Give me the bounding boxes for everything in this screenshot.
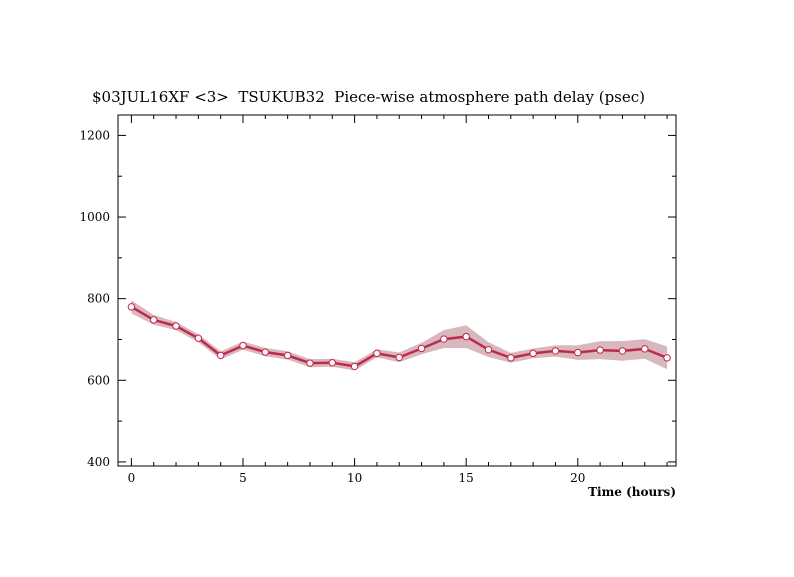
x-tick-label: 5	[239, 471, 247, 485]
data-point	[350, 362, 359, 371]
data-point	[283, 351, 292, 360]
data-point	[172, 322, 180, 330]
y-tick-label: 600	[87, 373, 110, 387]
data-point	[574, 348, 582, 357]
data-point	[440, 335, 448, 343]
data-point	[194, 334, 203, 342]
plot-frame	[117, 114, 677, 467]
tick-layer: 0 5 10 15 20 400 600 800 1000 1200	[79, 115, 676, 485]
data-point	[261, 348, 270, 356]
data-point	[127, 303, 136, 311]
chart-title: $03JUL16XF <3> TSUKUB32 Piece-wise atmos…	[92, 88, 645, 106]
data-point	[306, 359, 314, 367]
data-point	[395, 353, 403, 362]
x-tick-label: 20	[570, 471, 585, 485]
data-point	[618, 347, 627, 355]
data-point	[373, 349, 381, 358]
data-point	[551, 347, 560, 355]
data-point	[239, 341, 247, 350]
x-tick-label: 0	[128, 471, 136, 485]
y-tick-label: 800	[87, 292, 110, 306]
x-axis-label: Time (hours)	[588, 485, 676, 499]
data-point	[150, 316, 158, 324]
data-point	[484, 345, 493, 354]
data-point	[507, 354, 515, 362]
data-point	[663, 354, 671, 362]
x-tick-label: 10	[347, 471, 362, 485]
data-point	[641, 345, 649, 353]
data-point	[417, 344, 426, 353]
data-point	[328, 359, 336, 367]
data-point	[596, 346, 604, 354]
data-point	[529, 349, 537, 358]
data-point	[216, 351, 225, 360]
marker-layer	[127, 303, 671, 371]
data-point	[462, 332, 470, 341]
x-tick-label: 15	[459, 471, 474, 485]
y-tick-label: 1200	[79, 128, 110, 142]
y-tick-label: 400	[87, 455, 110, 469]
y-tick-label: 1000	[79, 210, 110, 224]
